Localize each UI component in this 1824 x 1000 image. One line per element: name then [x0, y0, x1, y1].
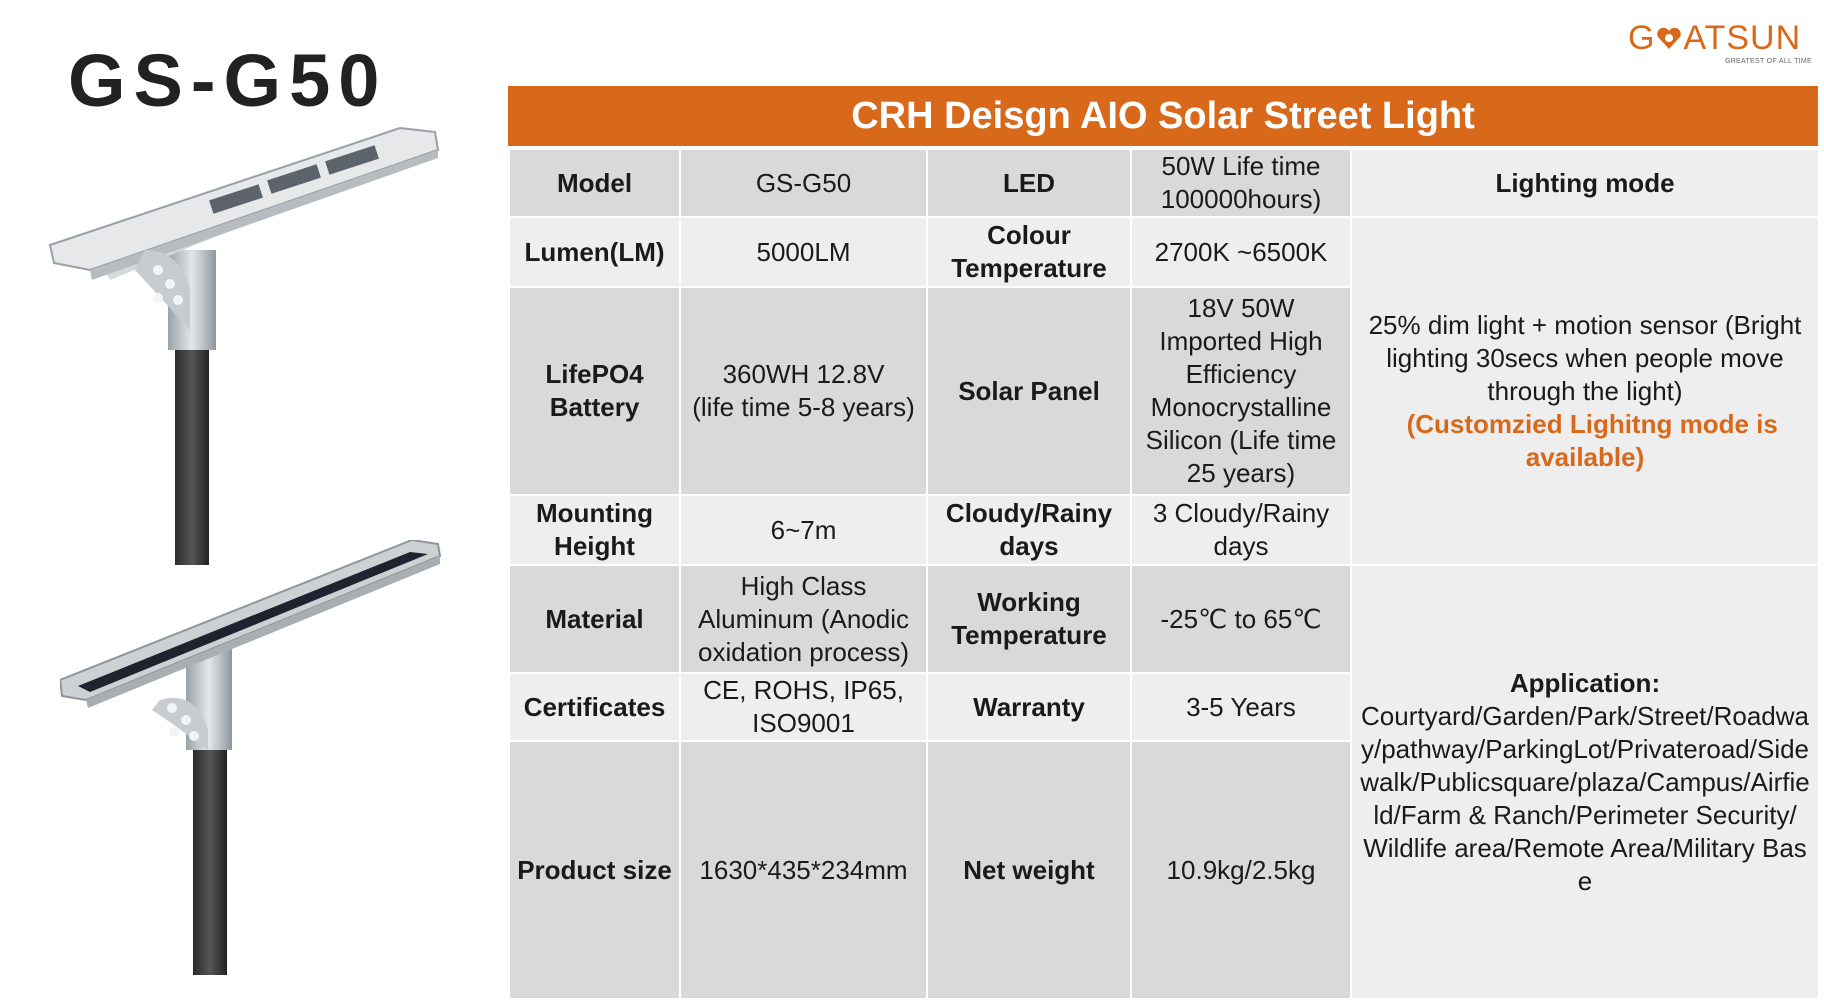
material-label: Material	[508, 564, 681, 674]
brand-logo: G ATSUN GREATEST OF ALL TIME	[1628, 20, 1818, 66]
table-row: Mounting Height 6~7m Cloudy/Rainy days 3…	[508, 494, 1819, 566]
table-row: Product size 1630*435*234mm Net weight 1…	[508, 740, 1819, 1000]
model-value: GS-G50	[679, 148, 928, 218]
warranty-value: 3-5 Years	[1130, 672, 1352, 742]
brand-tagline: GREATEST OF ALL TIME	[1724, 58, 1812, 65]
table-row: Lumen(LM) 5000LM Colour Temperature 2700…	[508, 216, 1820, 566]
certificates-label: Certificates	[508, 672, 681, 742]
net-weight-label: Net weight	[926, 740, 1132, 1000]
heart-sun-icon	[1657, 27, 1682, 49]
lighting-mode-cell: 25% dim light + motion sensor (Bright li…	[1350, 216, 1820, 566]
battery-label: LifePO4 Battery	[508, 286, 681, 496]
solar-panel-value: 18V 50W Imported High Efficiency Monocry…	[1130, 286, 1352, 496]
net-weight-value: 10.9kg/2.5kg	[1130, 740, 1352, 1000]
banner-title: CRH Deisgn AIO Solar Street Light	[508, 86, 1818, 146]
battery-value-lifetime: (life time 5-8 years)	[692, 392, 915, 422]
battery-value: 360WH 12.8V (life time 5-8 years)	[679, 286, 928, 496]
mounting-height-label: Mounting Height	[508, 494, 681, 566]
certificates-value: CE, ROHS, IP65, ISO9001	[679, 672, 928, 742]
model-label: Model	[508, 148, 681, 218]
cloudy-rainy-label: Cloudy/Rainy days	[926, 494, 1132, 566]
brand-name-left: G	[1628, 19, 1656, 57]
working-temperature-label: Working Temperature	[926, 564, 1132, 674]
cloudy-rainy-value: 3 Cloudy/Rainy days	[1130, 494, 1352, 566]
mounting-height-value: 6~7m	[679, 494, 928, 566]
model-title: GS-G50	[68, 39, 388, 122]
lumen-label: Lumen(LM)	[508, 216, 681, 288]
led-label: LED	[926, 148, 1132, 218]
colour-temperature-value: 2700K ~6500K	[1130, 216, 1352, 288]
product-size-value: 1630*435*234mm	[679, 740, 928, 1000]
colour-temperature-label: Colour Temperature	[926, 216, 1132, 288]
battery-value-capacity: 360WH 12.8V	[722, 359, 885, 389]
table-row: Model GS-G50 LED 50W Life time 100000hou…	[508, 148, 1820, 218]
material-value: High Class Aluminum (Anodic oxidation pr…	[679, 564, 928, 674]
street-light-panel-image	[60, 540, 442, 975]
application-title: Application:	[1509, 667, 1661, 698]
brand-name-right: ATSUN	[1683, 19, 1802, 57]
spec-table: Model GS-G50 LED 50W Life time 100000hou…	[508, 148, 1820, 1000]
product-size-label: Product size	[508, 740, 681, 1000]
warranty-label: Warranty	[926, 672, 1132, 742]
table-row: Material High Class Aluminum (Anodic oxi…	[508, 564, 1820, 1000]
lighting-mode-text: 25% dim light + motion sensor (Bright li…	[1368, 309, 1802, 406]
lighting-mode-note: (Customzied Lighitng mode is available)	[1406, 408, 1778, 472]
table-row: LifePO4 Battery 360WH 12.8V (life time 5…	[508, 286, 1819, 496]
lighting-mode-label: Lighting mode	[1350, 148, 1820, 218]
application-cell: Application: Courtyard/Garden/Park/Stree…	[1350, 564, 1820, 1000]
lumen-value: 5000LM	[679, 216, 928, 288]
working-temperature-value: -25℃ to 65℃	[1130, 564, 1352, 674]
led-value: 50W Life time 100000hours)	[1130, 148, 1352, 218]
table-row: Certificates CE, ROHS, IP65, ISO9001 War…	[508, 672, 1819, 742]
street-light-front-image	[48, 126, 440, 565]
application-text: Courtyard/Garden/Park/Street/Roadway/pat…	[1360, 700, 1810, 896]
solar-panel-label: Solar Panel	[926, 286, 1132, 496]
